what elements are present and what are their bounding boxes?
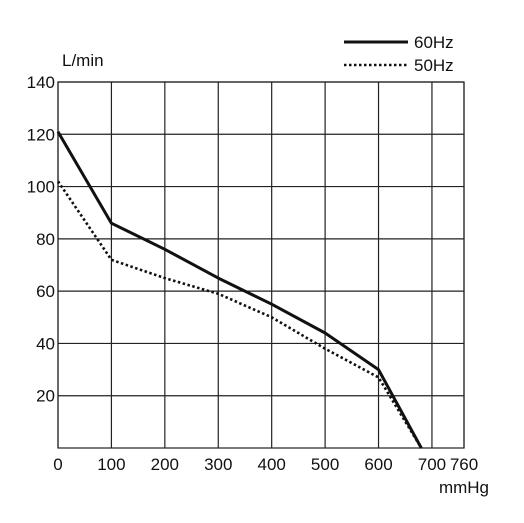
series-layer — [56, 130, 423, 449]
series-line-50hz — [56, 180, 423, 449]
axis-layer — [57, 81, 465, 449]
legend-label-50hz: 50Hz — [414, 56, 454, 75]
grid-layer — [57, 81, 465, 448]
y-tick-label: 20 — [36, 387, 55, 406]
x-tick-label: 300 — [204, 455, 232, 474]
x-tick-label: 100 — [97, 455, 125, 474]
y-tick-label: 40 — [36, 334, 55, 353]
x-tick-label: 200 — [151, 455, 179, 474]
label-layer: 0 100 200 300 400 500 600 700 760 20 40 60 80 100 120 1… — [27, 51, 489, 497]
plot-frame — [57, 81, 465, 449]
x-tick-label: 600 — [364, 455, 392, 474]
x-tick-label: 760 — [450, 455, 478, 474]
y-tick-label: 80 — [36, 230, 55, 249]
y-tick-label: 100 — [27, 178, 55, 197]
x-tick-label: 400 — [257, 455, 285, 474]
x-tick-label: 500 — [311, 455, 339, 474]
y-tick-label: 140 — [27, 73, 55, 92]
y-tick-label: 60 — [36, 282, 55, 301]
x-axis-label: mmHg — [439, 478, 489, 497]
legend-label-60hz: 60Hz — [414, 33, 454, 52]
x-tick-label: 0 — [53, 455, 62, 474]
series-line-60hz — [56, 130, 423, 449]
y-axis-label: L/min — [62, 51, 104, 70]
legend: 60Hz 50Hz — [344, 33, 454, 75]
x-tick-label: 700 — [418, 455, 446, 474]
y-tick-label: 120 — [27, 125, 55, 144]
